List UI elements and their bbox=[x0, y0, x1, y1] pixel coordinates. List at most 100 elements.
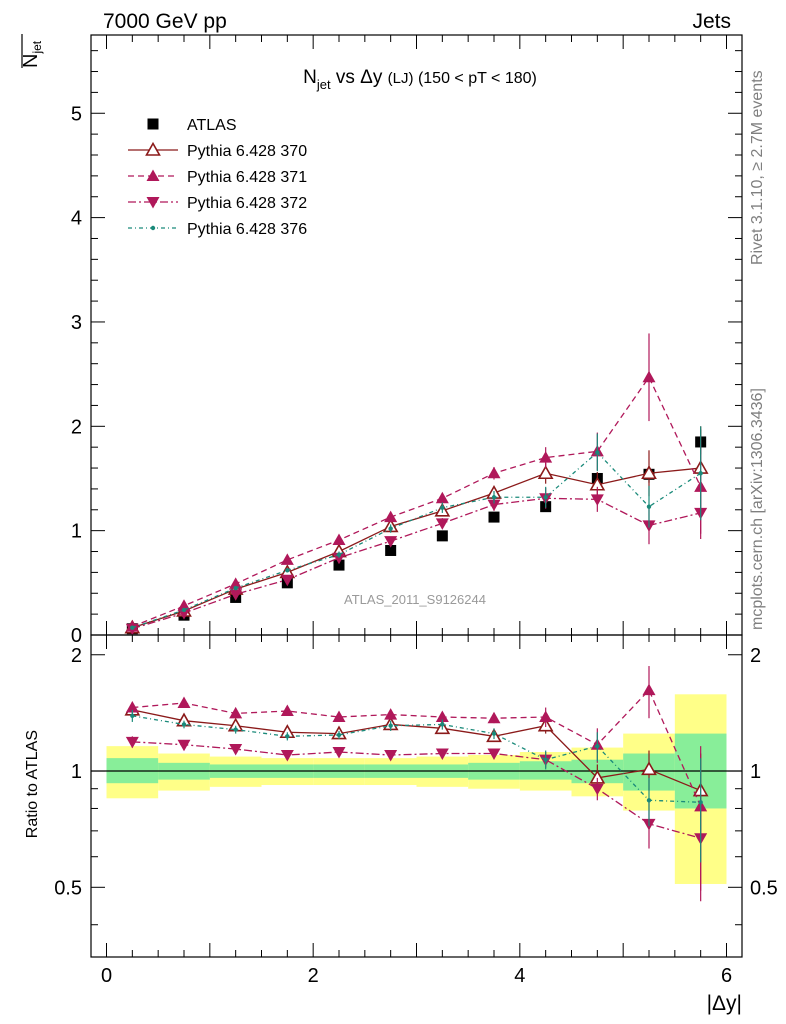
data-point bbox=[646, 504, 652, 509]
ratio-data-point bbox=[384, 708, 398, 720]
legend-label: Pythia 6.428 376 bbox=[187, 221, 307, 238]
data-point bbox=[642, 370, 656, 383]
legend-label: Pythia 6.428 370 bbox=[187, 143, 307, 160]
series-line bbox=[132, 497, 701, 630]
x-tick-label: 6 bbox=[721, 965, 732, 987]
main-y-tick-label: 5 bbox=[71, 103, 82, 125]
ratio-y-tick-label-right: 0.5 bbox=[750, 877, 778, 899]
ratio-data-point bbox=[177, 739, 191, 752]
ratio-data-point bbox=[539, 710, 553, 723]
legend-marker bbox=[146, 197, 160, 209]
ratio-y-axis-label: Ratio to ATLAS bbox=[24, 730, 41, 838]
ratio-data-point bbox=[285, 734, 290, 739]
data-point bbox=[491, 495, 497, 500]
ratio-data-point bbox=[336, 732, 342, 738]
main-title: Njet vs Δy (LJ) (150 < pT < 180) bbox=[303, 67, 537, 92]
mcplots-label: mcplots.cern.ch [arXiv:1306.3436] bbox=[749, 388, 766, 630]
ratio-data-point bbox=[435, 710, 449, 723]
legend-marker bbox=[146, 169, 160, 181]
ratio-series-line bbox=[132, 688, 702, 807]
ratio-data-point bbox=[487, 748, 501, 761]
series-4 bbox=[130, 426, 703, 630]
energy-label: 7000 GeV pp bbox=[103, 10, 227, 33]
ratio-data-point bbox=[332, 710, 346, 723]
ratio-data-point bbox=[181, 722, 187, 727]
ratio-data-point bbox=[130, 713, 135, 718]
legend: ATLAS Pythia 6.428 370 Pythia 6.428 371 Pyt… bbox=[128, 117, 307, 238]
ratio-data-point bbox=[543, 757, 548, 762]
data-point bbox=[385, 544, 397, 556]
main-y-tick-label: 0 bbox=[71, 625, 82, 647]
legend-label: Pythia 6.428 371 bbox=[187, 169, 307, 186]
main-y-tick-label: 4 bbox=[71, 208, 82, 230]
data-point bbox=[440, 505, 445, 510]
data-point bbox=[543, 495, 548, 500]
ratio-data-point bbox=[491, 731, 497, 736]
ratio-data-point bbox=[280, 704, 294, 717]
data-point bbox=[435, 518, 449, 530]
ratio-data-point bbox=[280, 750, 294, 762]
data-point bbox=[388, 526, 393, 531]
ratio-series-line bbox=[132, 715, 701, 803]
main-y-axis-label: Njet bbox=[20, 34, 44, 68]
ratio-series-line bbox=[132, 741, 701, 839]
ratio-y-tick-label: 1 bbox=[71, 761, 82, 783]
series-3 bbox=[125, 486, 708, 636]
data-point bbox=[130, 625, 135, 630]
x-tick-label: 2 bbox=[308, 965, 319, 987]
data-point bbox=[332, 533, 346, 546]
legend-entry: Pythia 6.428 371 bbox=[128, 169, 307, 186]
svg-text:Njet: Njet bbox=[20, 40, 44, 68]
series-line bbox=[132, 451, 702, 629]
ratio-data-point bbox=[440, 722, 445, 727]
data-point bbox=[590, 494, 604, 506]
ratio-data-point bbox=[332, 747, 346, 759]
ratio-data-point bbox=[233, 727, 238, 732]
ratio-series-line bbox=[132, 709, 701, 792]
main-y-tick-label: 1 bbox=[71, 521, 82, 543]
ratio-data-point bbox=[595, 743, 600, 749]
ratio-y-tick-label: 0.5 bbox=[54, 877, 82, 899]
data-point bbox=[435, 491, 449, 504]
data-point bbox=[280, 574, 294, 587]
legend-marker bbox=[147, 118, 159, 130]
data-point bbox=[332, 552, 346, 565]
series-line bbox=[132, 375, 702, 628]
main-plot-panel: ATLAS_2011_S9126244 Njet vs Δy (LJ) (150… bbox=[20, 34, 743, 647]
data-point bbox=[488, 511, 500, 523]
data-point bbox=[181, 607, 187, 613]
ratio-y-tick-label-right: 2 bbox=[750, 645, 761, 667]
ratio-data-point bbox=[435, 748, 449, 761]
data-point bbox=[698, 471, 703, 476]
ratio-data-point bbox=[384, 750, 398, 762]
x-axis-label: |Δy| bbox=[707, 992, 742, 1015]
data-point bbox=[229, 577, 243, 589]
ratio-data-point bbox=[177, 696, 191, 709]
ratio-data-point bbox=[388, 723, 393, 728]
data-point bbox=[539, 451, 553, 463]
data-point bbox=[641, 465, 657, 480]
ratio-data-point bbox=[642, 683, 656, 696]
ratio-data-point bbox=[125, 701, 139, 713]
data-point bbox=[384, 536, 398, 548]
ratio-data-point bbox=[641, 761, 657, 776]
x-tick-label: 4 bbox=[514, 965, 525, 987]
ratio-plot-panel: Ratio to ATLAS |Δy| 0.5 0.5 1 1 2 2 0 2 4 6 bbox=[24, 634, 778, 1015]
ratio-data-point bbox=[229, 744, 243, 756]
ratio-data-point bbox=[698, 800, 703, 805]
ratio-y-tick-label: 2 bbox=[71, 645, 82, 667]
data-point bbox=[233, 585, 238, 591]
series-2 bbox=[125, 333, 708, 632]
ratio-data-point bbox=[125, 736, 139, 749]
jets-label: Jets bbox=[692, 10, 731, 33]
data-point bbox=[436, 530, 448, 542]
main-y-tick-label: 2 bbox=[71, 416, 82, 438]
legend-marker bbox=[150, 225, 156, 231]
data-point bbox=[537, 465, 554, 480]
ratio-data-point bbox=[646, 798, 652, 803]
ratio-data-point bbox=[487, 711, 501, 724]
ratio-series-3 bbox=[130, 709, 703, 863]
legend-label: Pythia 6.428 372 bbox=[187, 195, 307, 212]
legend-entry: Pythia 6.428 372 bbox=[128, 195, 307, 212]
